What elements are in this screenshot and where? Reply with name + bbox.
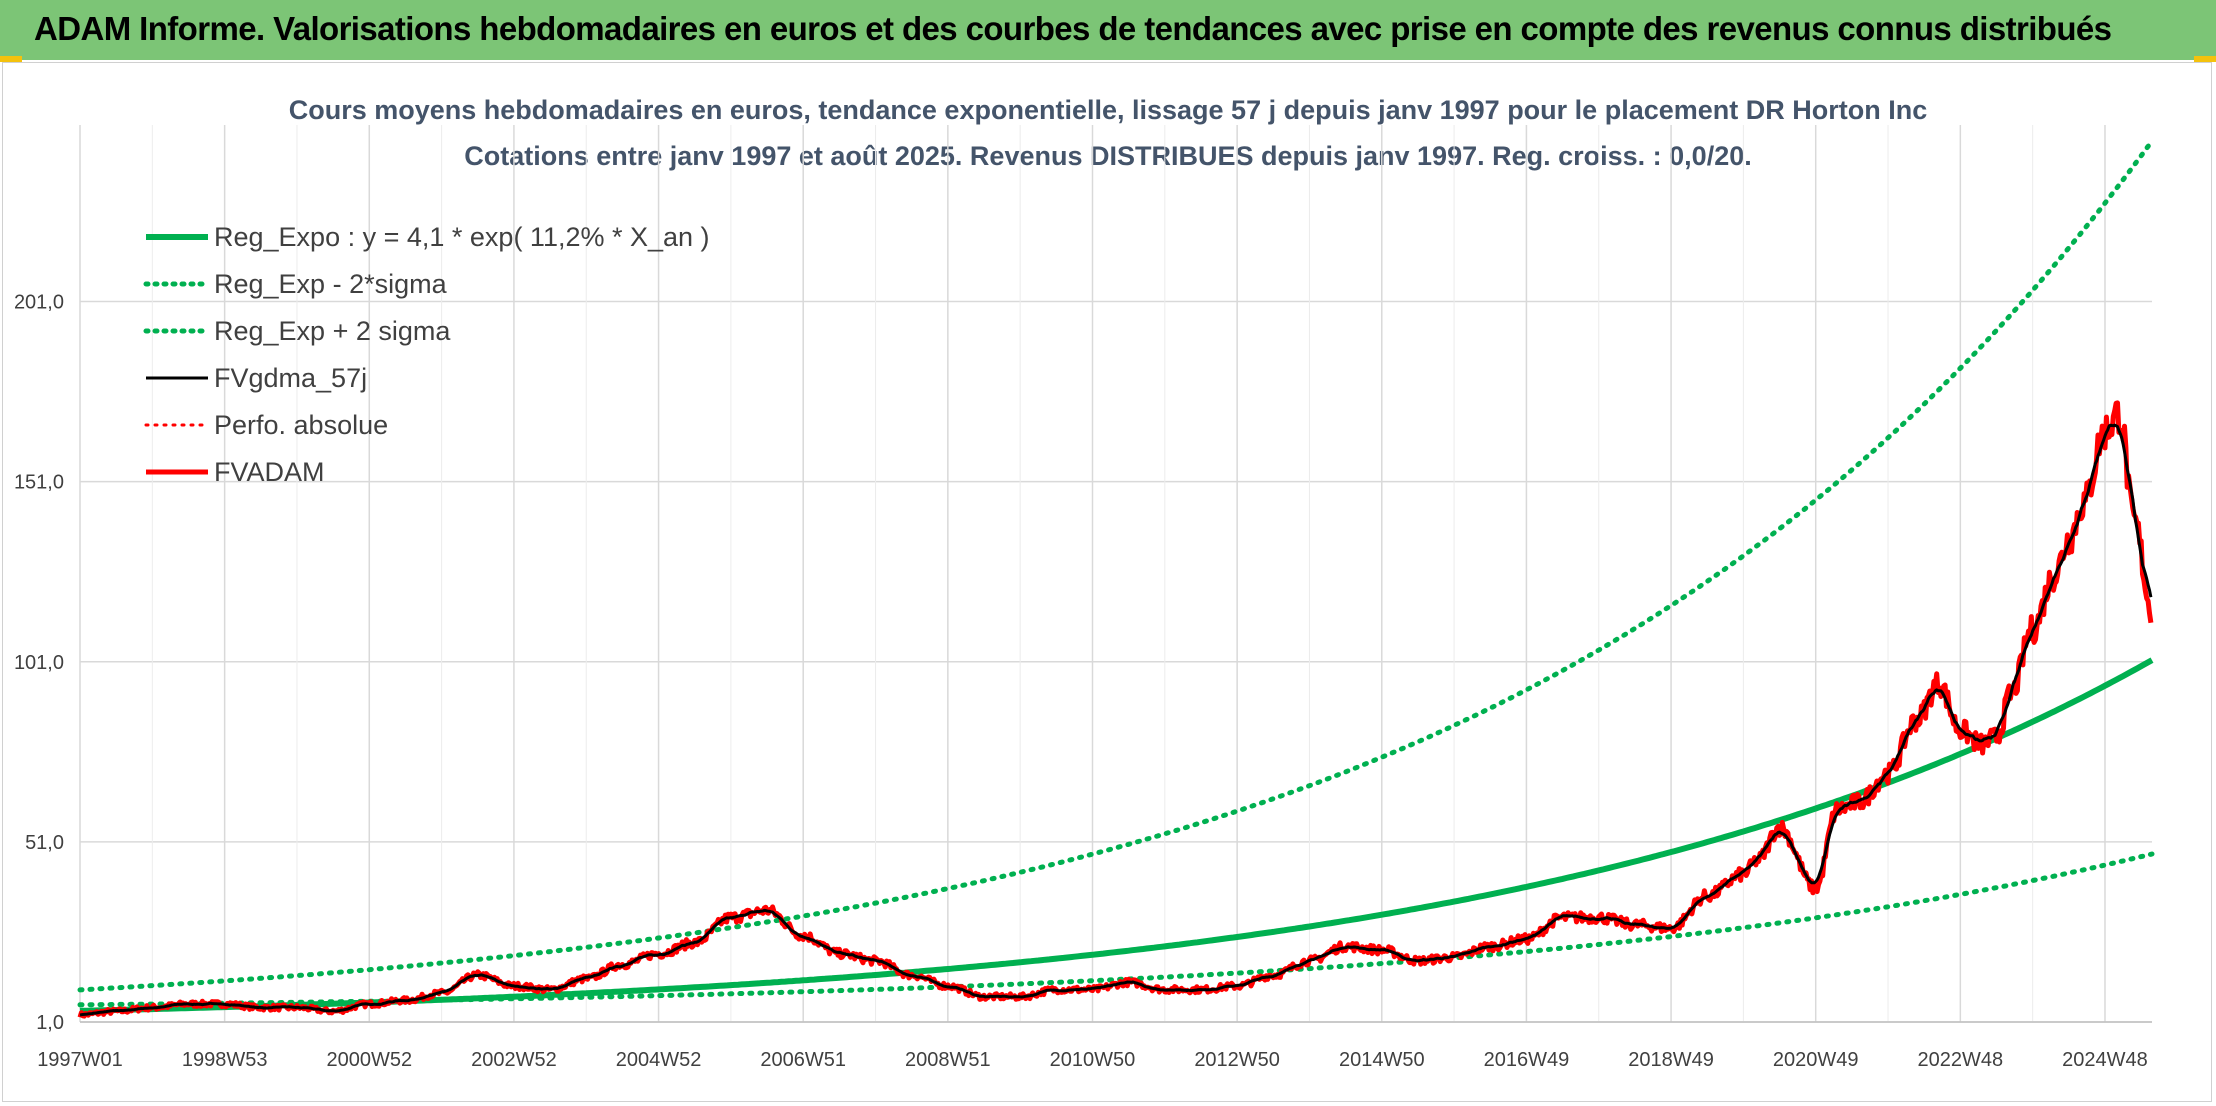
legend-reg-exp-minus-label: Reg_Exp - 2*sigma <box>214 269 448 299</box>
y-tick-label: 1,0 <box>36 1012 64 1034</box>
x-tick-label: 2012W50 <box>1194 1049 1280 1071</box>
chart-title-line2: Cotations entre janv 1997 et août 2025. … <box>464 141 1751 171</box>
y-tick-label: 101,0 <box>14 652 64 674</box>
x-tick-label: 2008W51 <box>905 1049 991 1071</box>
x-tick-label: 2016W49 <box>1484 1049 1570 1071</box>
x-tick-label: 2010W50 <box>1050 1049 1136 1071</box>
y-tick-label: 51,0 <box>25 832 64 854</box>
corner-marker <box>0 56 22 62</box>
x-tick-label: 2020W49 <box>1773 1049 1859 1071</box>
chart-title-line1: Cours moyens hebdomadaires en euros, ten… <box>289 95 1927 125</box>
legend-perfo-label: Perfo. absolue <box>214 410 388 440</box>
x-tick-label: 2000W52 <box>326 1049 412 1071</box>
y-axis-tick-labels: 1,0 51,0 101,0 151,0 201,0 <box>14 292 64 1034</box>
fvgdma-57j-line <box>79 423 2153 1017</box>
x-tick-label: 1997W01 <box>37 1049 123 1071</box>
corner-marker <box>2194 56 2216 62</box>
gridlines <box>79 125 2152 1023</box>
x-tick-label: 2022W48 <box>1918 1049 2004 1071</box>
reg-exp-minus-2sigma-line <box>77 851 2155 1008</box>
chart-frame <box>2 62 2212 1102</box>
x-tick-label: 2014W50 <box>1339 1049 1425 1071</box>
plot-lines <box>77 138 2155 1019</box>
reg-expo-line <box>79 657 2154 1014</box>
y-tick-label: 151,0 <box>14 472 64 494</box>
legend-fvadam-label: FVADAM <box>214 457 325 487</box>
x-tick-label: 2004W52 <box>616 1049 702 1071</box>
x-axis-tick-labels: 1997W01 1998W53 2000W52 2002W52 2004W52 2006W… <box>37 1049 2148 1071</box>
report-title: ADAM Informe. Valorisations hebdomadaire… <box>34 10 2112 47</box>
x-tick-label: 2018W49 <box>1628 1049 1714 1071</box>
y-tick-label: 201,0 <box>14 292 64 314</box>
x-tick-label: 1998W53 <box>182 1049 268 1071</box>
legend-reg-exp-plus-label: Reg_Exp + 2 sigma <box>214 316 451 346</box>
fvadam-line <box>77 400 2154 1019</box>
legend-reg-expo-label: Reg_Expo : y = 4,1 * exp( 11,2% * X_an ) <box>214 222 710 252</box>
x-tick-label: 2006W51 <box>760 1049 846 1071</box>
report-header: ADAM Informe. Valorisations hebdomadaire… <box>0 0 2216 60</box>
x-tick-label: 2002W52 <box>471 1049 557 1071</box>
legend: Reg_Expo : y = 4,1 * exp( 11,2% * X_an )… <box>143 222 710 487</box>
x-tick-label: 2024W48 <box>2062 1049 2148 1071</box>
legend-fvgdma-label: FVgdma_57j <box>214 363 367 393</box>
reg-exp-plus-2sigma-line <box>77 138 2155 993</box>
